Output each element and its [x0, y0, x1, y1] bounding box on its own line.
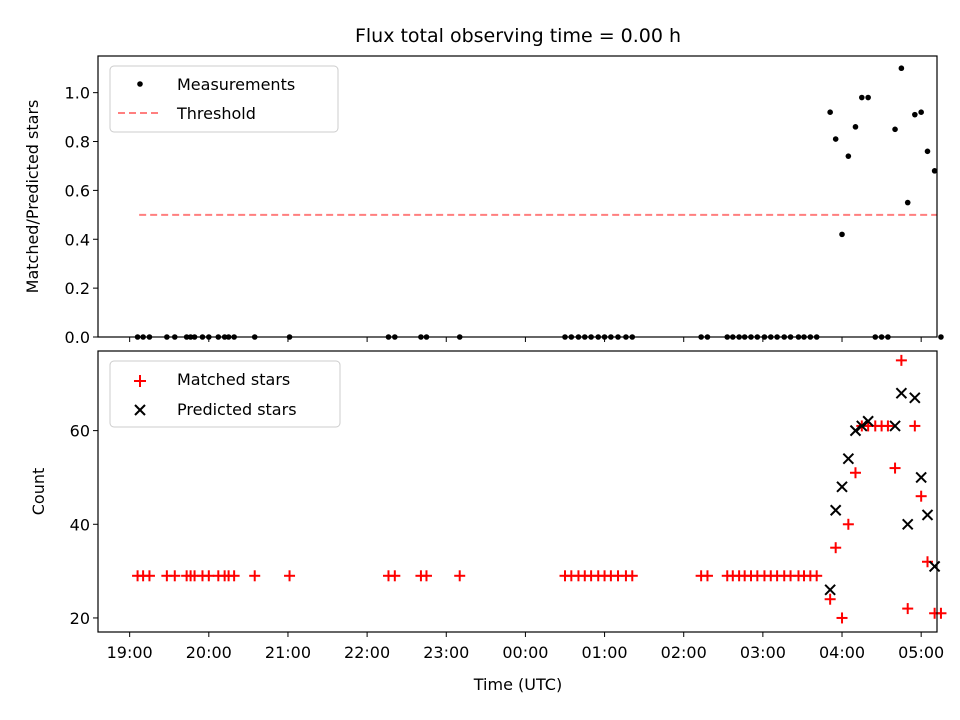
- matched-star-point: [169, 570, 181, 582]
- predicted-star-point: [928, 560, 941, 573]
- x-axis-label: Time (UTC): [473, 675, 562, 694]
- matched-star-point: [909, 420, 921, 432]
- matched-star-point: [701, 570, 713, 582]
- matched-star-point: [249, 570, 261, 582]
- y-tick-label: 60: [70, 422, 90, 441]
- measurement-point: [918, 109, 924, 115]
- predicted-star-point: [895, 387, 908, 399]
- matched-star-point: [143, 570, 155, 582]
- x-tick-label: 22:00: [344, 643, 390, 662]
- predicted-star-point: [856, 420, 868, 432]
- matched-star-point: [895, 354, 907, 366]
- matched-star-point: [882, 420, 894, 432]
- matched-star-point: [836, 612, 848, 624]
- measurement-point: [892, 126, 898, 133]
- top-y-ticks: 0.0 0.2 0.4 0.6 0.8 1.0: [65, 84, 98, 347]
- y-tick-label: 40: [70, 515, 90, 534]
- predicted-star-point: [836, 481, 848, 493]
- y-tick-label: 0.2: [65, 279, 90, 298]
- matched-star-point: [420, 570, 432, 582]
- legend-threshold-label: Threshold: [176, 104, 256, 123]
- matched-star-point: [889, 462, 901, 474]
- measurement-point: [931, 168, 938, 174]
- measurement-point: [898, 65, 905, 72]
- top-y-axis-label: Matched/Predicted stars: [23, 100, 42, 294]
- y-tick-label: 0.8: [65, 133, 90, 152]
- y-tick-label: 0.4: [65, 230, 90, 249]
- legend-measurements-label: Measurements: [177, 75, 295, 94]
- x-tick-label: 05:00: [898, 643, 944, 662]
- bottom-panel-frame: [97, 350, 938, 633]
- matched-star-point: [849, 467, 861, 479]
- legend-predicted-label: Predicted stars: [177, 400, 297, 419]
- measurement-point: [832, 136, 839, 142]
- matched-star-point: [824, 593, 836, 605]
- y-tick-label: 0.0: [65, 328, 90, 347]
- measurement-point: [912, 111, 918, 118]
- matched-star-point: [284, 570, 296, 582]
- x-tick-label: 02:00: [661, 643, 707, 662]
- matched-star-point: [915, 490, 927, 502]
- bottom-panel-data: [132, 354, 947, 624]
- x-tick-label: 04:00: [819, 643, 865, 662]
- matched-star-point: [626, 570, 638, 582]
- top-panel: 0.0 0.2 0.4 0.6 0.8 1.0 Matched/Predicted sta…: [23, 55, 944, 347]
- top-legend: Measurements Threshold: [109, 65, 339, 133]
- matched-star-point: [228, 570, 240, 582]
- measurement-point: [938, 334, 944, 340]
- matched-star-point: [830, 542, 842, 554]
- bottom-y-axis-label: Count: [29, 468, 48, 516]
- legend-matched-label: Matched stars: [177, 370, 290, 389]
- matched-star-point: [902, 603, 914, 615]
- x-tick-label: 01:00: [582, 643, 628, 662]
- predicted-star-point: [824, 584, 836, 596]
- matched-star-point: [811, 570, 823, 582]
- predicted-star-point: [909, 392, 921, 404]
- predicted-star-point: [862, 415, 874, 427]
- matched-star-point: [842, 518, 854, 530]
- predicted-star-point: [849, 424, 862, 437]
- predicted-star-point: [889, 420, 901, 432]
- predicted-star-point: [842, 453, 855, 465]
- measurement-point: [839, 231, 845, 238]
- x-tick-label: 00:00: [502, 643, 548, 662]
- y-tick-label: 1.0: [65, 84, 90, 103]
- measurement-point: [924, 148, 931, 155]
- chart-title: Flux total observing time = 0.00 h: [355, 25, 681, 47]
- x-tick-label: 21:00: [265, 643, 311, 662]
- measurement-point: [859, 94, 865, 101]
- predicted-star-point: [921, 509, 934, 521]
- matched-star-point: [203, 570, 215, 582]
- matched-star-point: [389, 570, 401, 582]
- top-x-ticks: [129, 337, 922, 342]
- y-tick-label: 0.6: [65, 181, 90, 200]
- bottom-x-ticks: 19:00 20:00 21:00 22:00 23:00 00:00 01:00 02:00…: [107, 632, 944, 662]
- legend-predicted-marker: [134, 404, 146, 416]
- measurement-point: [865, 94, 871, 101]
- x-tick-label: 23:00: [423, 643, 469, 662]
- legend-measurements-marker: [137, 81, 143, 87]
- top-panel-frame: [97, 55, 938, 338]
- bottom-legend-box: [109, 360, 341, 428]
- predicted-star-point: [915, 471, 927, 484]
- measurement-point: [845, 153, 852, 159]
- predicted-star-point: [902, 518, 914, 530]
- measurement-point: [852, 124, 859, 130]
- predicted-star-point: [829, 504, 842, 516]
- bottom-legend: Matched stars Predicted stars: [109, 360, 341, 428]
- matched-star-point: [454, 570, 466, 582]
- x-tick-label: 03:00: [740, 643, 786, 662]
- measurement-point: [827, 109, 833, 115]
- bottom-panel: 20 40 60 19:00 20:00 21:00 22:00 23:00 00:00 01:…: [29, 350, 947, 694]
- measurement-point: [904, 199, 911, 206]
- y-tick-label: 20: [70, 609, 90, 628]
- top-panel-data: [134, 65, 944, 340]
- bottom-y-ticks: 20 40 60: [70, 422, 98, 628]
- top-legend-box: [109, 65, 339, 133]
- x-tick-label: 20:00: [186, 643, 232, 662]
- legend-matched-marker: [134, 375, 146, 387]
- x-tick-label: 19:00: [107, 643, 153, 662]
